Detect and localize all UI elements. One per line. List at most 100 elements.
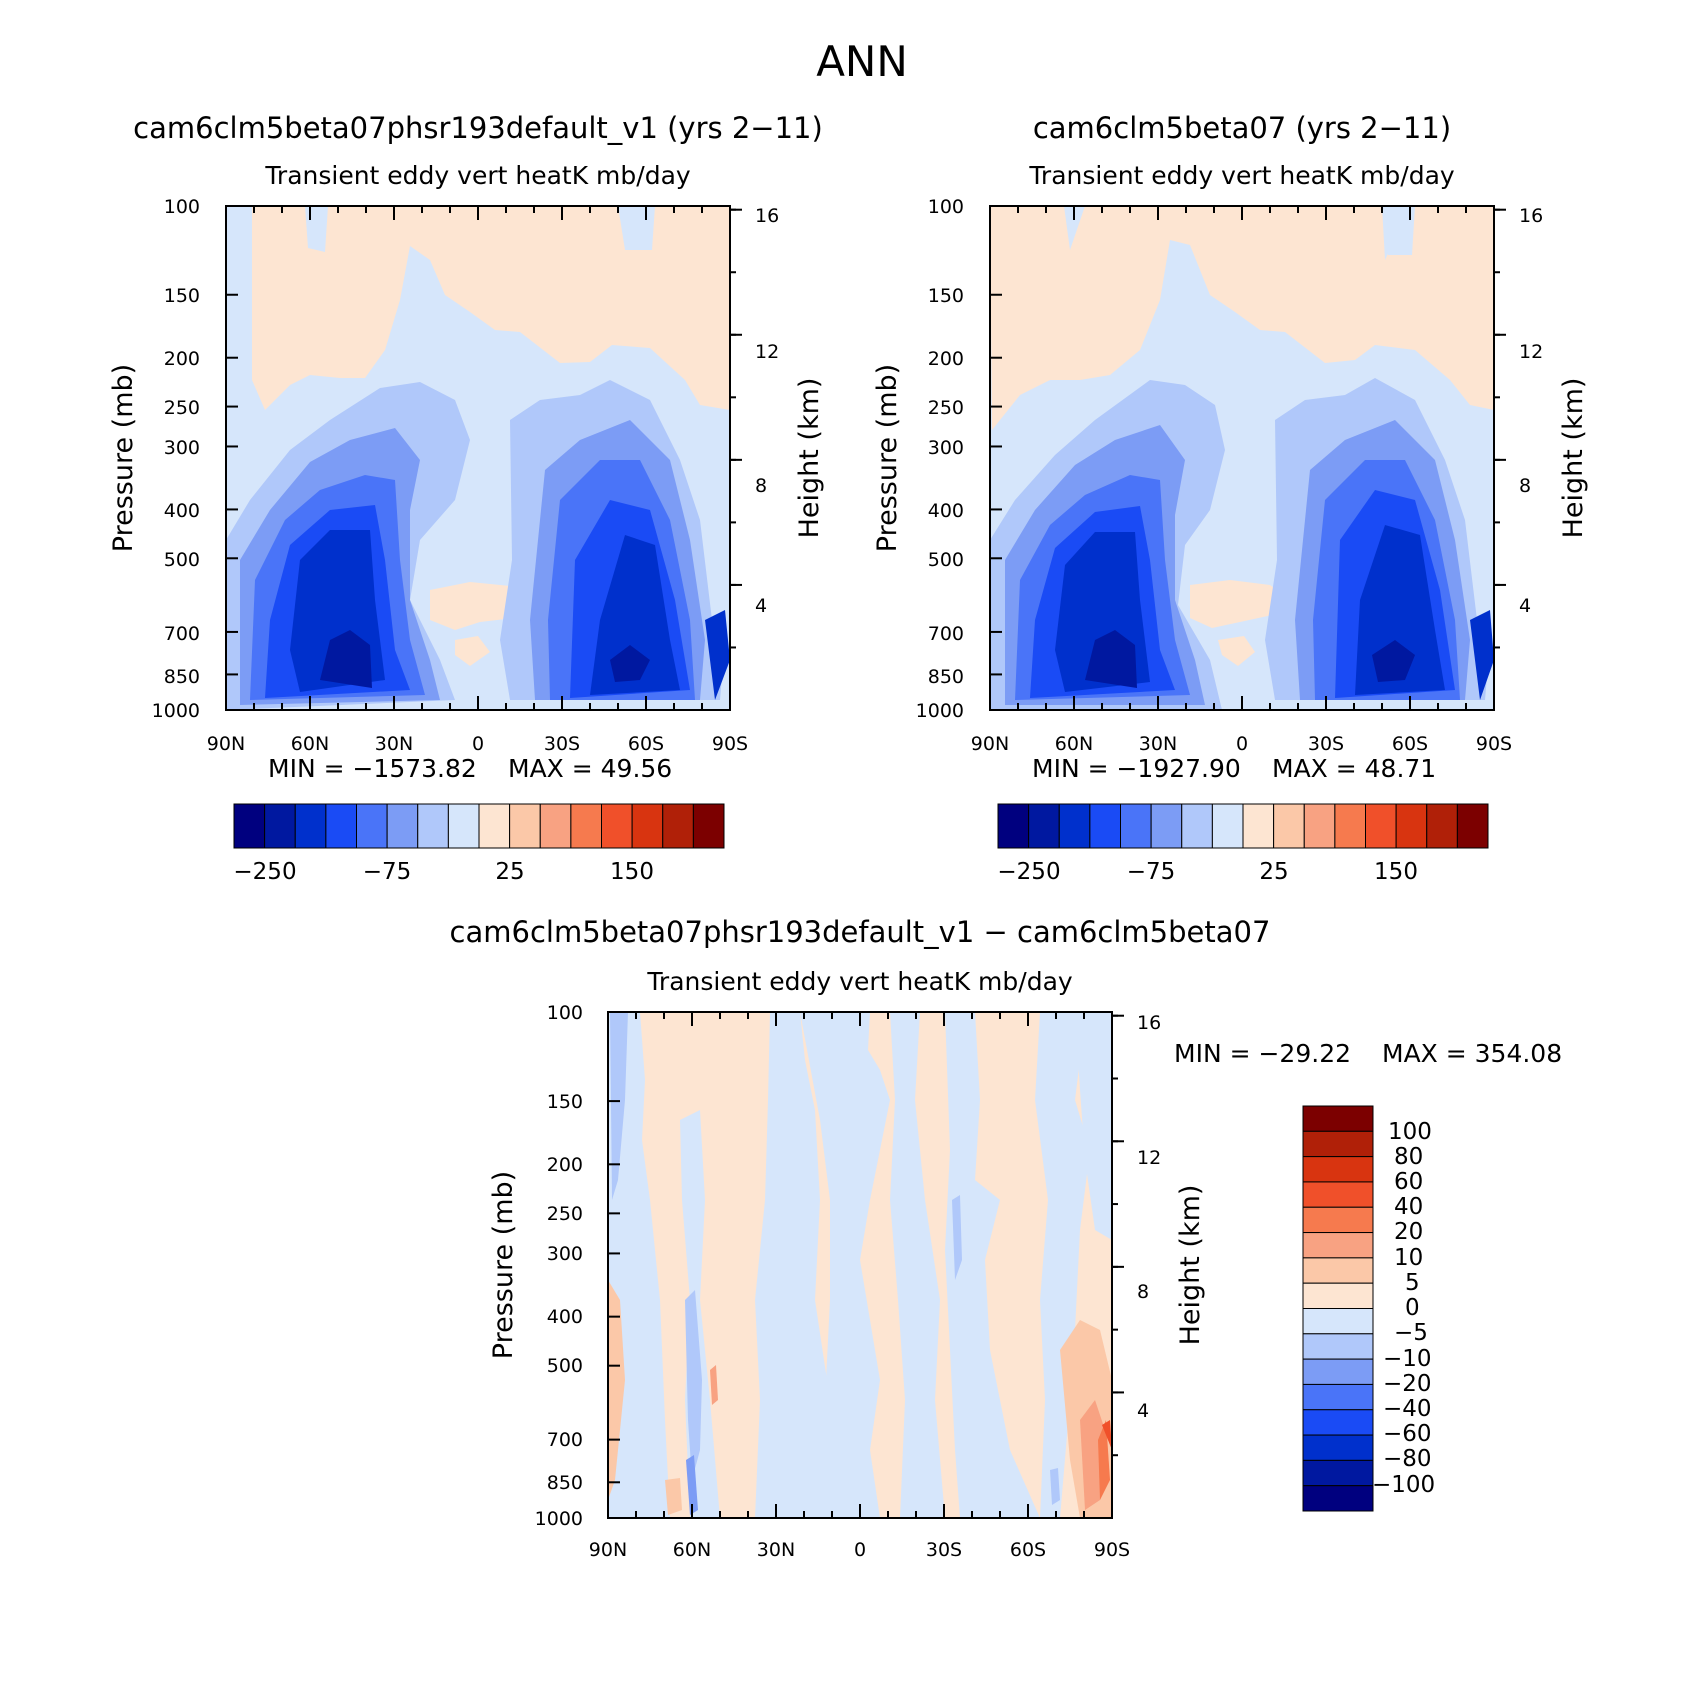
y-right-tick-label: 16 — [755, 205, 779, 227]
y-right-tick-label: 12 — [1137, 1147, 1161, 1169]
colorbar-label: 10 — [1394, 1245, 1423, 1271]
y-axis-label-right: Height (km) — [1558, 378, 1589, 539]
y-right-tick-labels: 16 12 8 4 — [1519, 205, 1543, 617]
colorbar-label: 40 — [1394, 1194, 1423, 1220]
colorbar-swatch — [417, 803, 449, 849]
x-tick-labels: 90N 60N 30N 0 30S 60S 90S — [207, 733, 748, 755]
colorbar-swatch — [1395, 803, 1428, 849]
x-tick-label: 0 — [854, 1539, 866, 1561]
y-tick-label: 100 — [928, 196, 964, 218]
y-right-tick-labels: 16 12 8 4 — [755, 205, 779, 617]
colorbar-swatch — [1120, 803, 1152, 849]
min-label: MIN = −1927.90 — [1032, 754, 1241, 783]
y-right-tick-label: 4 — [1137, 1400, 1149, 1422]
colorbar-swatch — [997, 803, 1030, 849]
colorbar-swatch — [1302, 1105, 1374, 1132]
max-label: MAX = 48.71 — [1272, 754, 1436, 783]
y-right-tick-label: 4 — [1519, 595, 1531, 617]
y-tick-labels: 100 150 200 250 300 400 500 700 850 1000 — [152, 196, 200, 722]
colorbar-swatch — [570, 803, 602, 849]
x-tick-label: 90S — [1476, 733, 1512, 755]
colorbar-swatch — [631, 803, 664, 849]
contour-field — [990, 206, 1494, 710]
y-tick-label: 300 — [928, 437, 964, 459]
colorbar-swatch — [264, 803, 296, 849]
x-tick-label: 0 — [1236, 733, 1248, 755]
colorbar-label: 20 — [1394, 1219, 1423, 1245]
colorbar-label: −40 — [1383, 1396, 1432, 1422]
colorbar-labels: −250 −75 25 150 — [997, 859, 1418, 885]
colorbar-swatch — [1456, 803, 1489, 849]
x-tick-label: 60N — [673, 1539, 711, 1561]
y-tick-label: 250 — [928, 397, 964, 419]
colorbar-swatch — [1211, 803, 1244, 849]
colorbar-swatch — [1089, 803, 1121, 849]
x-tick-label: 30S — [926, 1539, 962, 1561]
y-right-tick-label: 16 — [1519, 205, 1543, 227]
colorbar-label: −250 — [997, 859, 1060, 885]
colorbar-swatch — [1334, 803, 1366, 849]
colorbar-label: 150 — [1374, 859, 1418, 885]
y-tick-label: 250 — [164, 397, 200, 419]
y-axis-label: Pressure (mb) — [108, 364, 139, 552]
x-tick-label: 90N — [971, 733, 1009, 755]
colorbar-label: −80 — [1383, 1446, 1432, 1472]
max-label: MAX = 49.56 — [508, 754, 672, 783]
y-right-tick-label: 8 — [755, 475, 767, 497]
y-tick-label: 400 — [547, 1306, 583, 1328]
y-tick-label: 300 — [547, 1243, 583, 1265]
colorbar-swatch — [1302, 1257, 1374, 1284]
y-tick-label: 200 — [547, 1154, 583, 1176]
colorbar-label: −75 — [1127, 859, 1176, 885]
colorbar-swatch — [1242, 803, 1275, 849]
colorbar-swatch — [1302, 1206, 1374, 1234]
x-tick-label: 60S — [1392, 733, 1428, 755]
colorbar-swatch — [1302, 1181, 1374, 1208]
y-tick-label: 400 — [928, 500, 964, 522]
x-tick-label: 30S — [544, 733, 580, 755]
colorbar-label: 150 — [610, 859, 654, 885]
x-tick-label: 30N — [1139, 733, 1177, 755]
colorbar-swatch — [356, 803, 388, 849]
colorbar-swatch — [1302, 1485, 1374, 1512]
colorbar-label: −20 — [1383, 1371, 1432, 1397]
colorbar-label: 60 — [1394, 1169, 1423, 1195]
y-right-tick-label: 4 — [755, 595, 767, 617]
colorbar-swatch — [1302, 1409, 1374, 1436]
colorbar-swatch — [1302, 1130, 1374, 1158]
colorbar-label: −75 — [363, 859, 412, 885]
y-right-tick-labels: 16 12 8 4 — [1137, 1012, 1161, 1422]
colorbar-label: 5 — [1405, 1270, 1420, 1296]
colorbar-swatch — [1426, 803, 1458, 849]
y-tick-label: 700 — [164, 623, 200, 645]
y-axis-label-right: Height (km) — [794, 378, 825, 539]
y-right-tick-label: 12 — [1519, 341, 1543, 363]
colorbar-swatch — [1273, 803, 1305, 849]
colorbar-swatch — [233, 803, 266, 849]
y-right-tick-label: 16 — [1137, 1012, 1161, 1034]
y-tick-label: 500 — [164, 549, 200, 571]
colorbar-swatch — [1028, 803, 1060, 849]
colorbar-swatch — [539, 803, 572, 849]
y-tick-label: 700 — [547, 1429, 583, 1451]
colorbar-swatch — [1302, 1358, 1374, 1385]
colorbar-swatch — [1302, 1434, 1374, 1461]
x-tick-label: 60N — [291, 733, 329, 755]
colorbar-label: −60 — [1383, 1421, 1432, 1447]
y-tick-label: 1000 — [916, 700, 964, 722]
colorbar-labels: −250 −75 25 150 — [233, 859, 654, 885]
panel-title: cam6clm5beta07 (yrs 2−11) — [1033, 111, 1451, 145]
colorbar-swatch — [662, 803, 694, 849]
y-tick-label: 500 — [547, 1355, 583, 1377]
y-tick-labels: 100 150 200 250 300 400 500 700 850 1000 — [916, 196, 964, 722]
y-right-tick-label: 8 — [1519, 475, 1531, 497]
y-tick-label: 150 — [928, 285, 964, 307]
colorbar-swatch — [1302, 1156, 1374, 1183]
y-tick-label: 250 — [547, 1203, 583, 1225]
y-tick-label: 400 — [164, 500, 200, 522]
y-tick-label: 700 — [928, 623, 964, 645]
colorbar-swatch — [1365, 803, 1397, 849]
y-tick-label: 100 — [547, 1002, 583, 1024]
y-tick-label: 100 — [164, 196, 200, 218]
colorbar-swatch — [1302, 1459, 1374, 1487]
